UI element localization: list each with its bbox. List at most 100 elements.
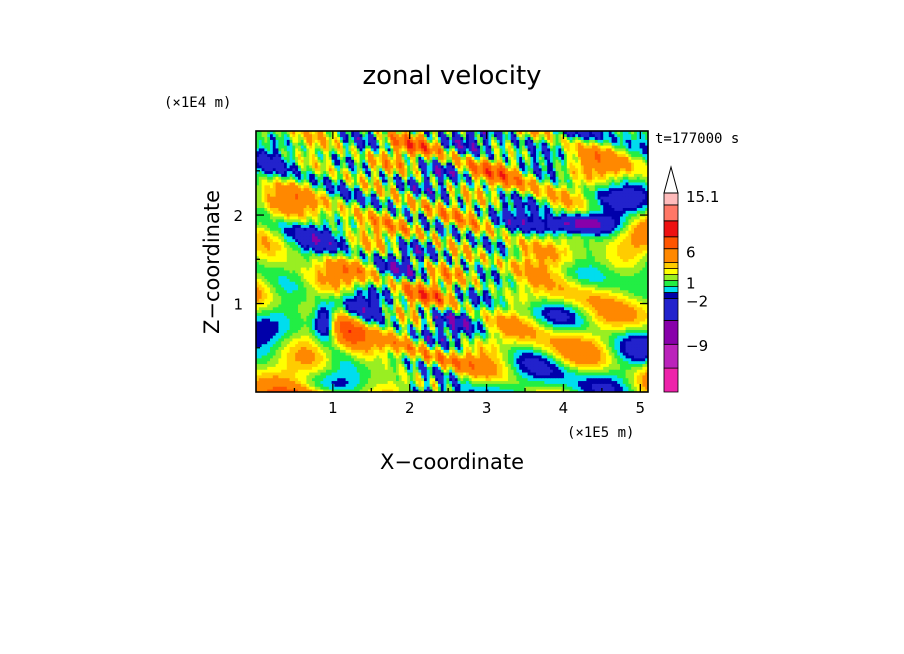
field-cell <box>340 309 344 313</box>
field-cell <box>267 340 271 345</box>
field-cell <box>620 389 624 392</box>
field-cell <box>617 304 621 308</box>
field-cell <box>502 340 506 345</box>
field-cell <box>452 386 456 390</box>
field-cell <box>603 372 607 376</box>
field-cell <box>482 380 486 384</box>
field-cell <box>603 360 607 365</box>
field-cell <box>485 323 489 328</box>
field-cell <box>639 346 643 350</box>
field-cell <box>608 340 612 345</box>
field-cell <box>625 377 629 382</box>
field-cell <box>552 301 556 305</box>
field-cell <box>482 323 486 328</box>
field-cell <box>418 369 422 373</box>
field-cell <box>258 315 262 319</box>
field-cell <box>275 369 279 373</box>
field-cell <box>589 326 593 330</box>
field-cell <box>634 366 638 370</box>
field-cell <box>474 349 478 353</box>
field-cell <box>460 298 464 302</box>
field-cell <box>519 292 523 296</box>
field-cell <box>261 323 265 328</box>
field-cell <box>468 289 472 294</box>
field-cell <box>466 335 470 339</box>
field-cell <box>642 338 646 342</box>
field-cell <box>412 355 416 359</box>
field-cell <box>396 332 400 336</box>
field-cell <box>468 346 472 350</box>
field-cell <box>362 349 366 353</box>
field-cell <box>600 355 604 359</box>
field-cell <box>348 335 352 339</box>
field-cell <box>275 374 279 379</box>
field-cell <box>564 360 568 365</box>
field-cell <box>496 386 500 390</box>
field-cell <box>608 346 612 350</box>
field-cell <box>558 312 562 316</box>
field-cell <box>550 332 554 336</box>
field-cell <box>359 309 363 313</box>
field-cell <box>342 360 346 365</box>
field-cell <box>398 329 402 333</box>
field-cell <box>547 372 551 376</box>
field-cell <box>312 304 316 308</box>
field-cell <box>555 338 559 342</box>
field-cell <box>348 321 352 325</box>
field-cell <box>421 329 425 333</box>
field-cell <box>544 343 548 348</box>
field-cell <box>533 380 537 384</box>
field-cell <box>284 374 288 379</box>
field-cell <box>513 377 517 382</box>
field-cell <box>429 380 433 384</box>
field-cell <box>586 315 590 319</box>
field-cell <box>538 309 542 313</box>
field-cell <box>547 357 551 362</box>
field-cell <box>272 295 276 299</box>
field-cell <box>499 363 503 367</box>
field-cell <box>611 380 615 384</box>
field-cell <box>340 301 344 305</box>
field-cell <box>390 312 394 316</box>
field-cell <box>600 292 604 296</box>
field-cell <box>477 304 481 308</box>
field-cell <box>393 329 397 333</box>
field-cell <box>264 318 268 322</box>
field-cell <box>600 377 604 382</box>
field-cell <box>373 304 377 308</box>
field-cell <box>606 301 610 305</box>
field-cell <box>407 343 411 348</box>
field-cell <box>326 315 330 319</box>
field-cell <box>289 346 293 350</box>
field-cell <box>600 323 604 328</box>
field-cell <box>614 340 618 345</box>
field-cell <box>426 340 430 345</box>
field-cell <box>578 377 582 382</box>
field-cell <box>424 298 428 302</box>
field-cell <box>561 301 565 305</box>
field-cell <box>354 312 358 316</box>
field-cell <box>558 360 562 365</box>
field-cell <box>625 318 629 322</box>
field-cell <box>552 315 556 319</box>
field-cell <box>401 369 405 373</box>
field-cell <box>275 357 279 362</box>
field-cell <box>527 357 531 362</box>
field-cell <box>370 363 374 367</box>
field-cell <box>379 306 383 311</box>
field-cell <box>471 332 475 336</box>
field-cell <box>533 301 537 305</box>
field-cell <box>536 340 540 345</box>
field-cell <box>281 389 285 392</box>
field-cell <box>631 329 635 333</box>
field-cell <box>256 315 260 319</box>
field-cell <box>606 355 610 359</box>
field-cell <box>480 306 484 311</box>
field-cell <box>278 372 282 376</box>
field-cell <box>398 298 402 302</box>
field-cell <box>438 332 442 336</box>
field-cell <box>488 383 492 387</box>
field-cell <box>379 301 383 305</box>
field-cell <box>267 352 271 356</box>
field-cell <box>404 304 408 308</box>
